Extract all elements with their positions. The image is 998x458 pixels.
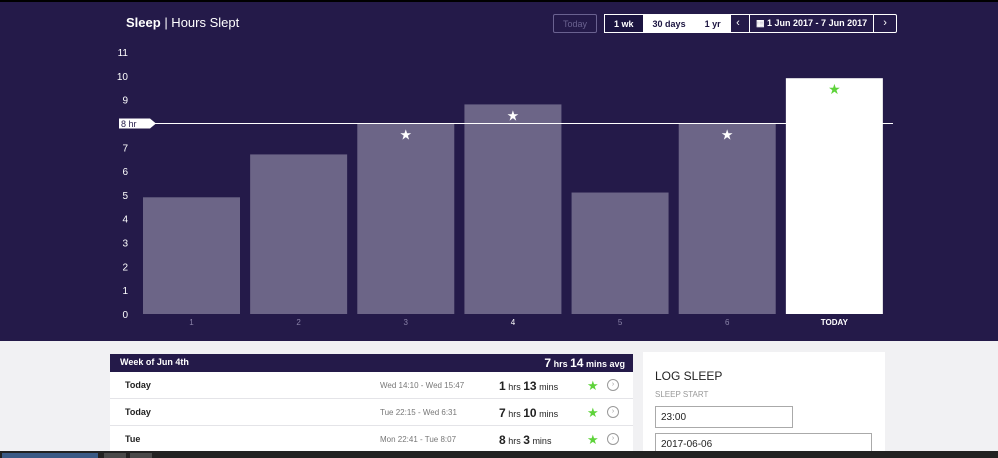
y-tick-label: 5 bbox=[122, 191, 128, 202]
bar[interactable] bbox=[785, 78, 883, 314]
range-1wk-button[interactable]: 1 wk bbox=[604, 14, 644, 33]
entry-time-range: Wed 14:10 - Wed 15:47 bbox=[380, 381, 465, 390]
y-tick-label: 3 bbox=[122, 239, 128, 250]
prev-week-button[interactable]: ‹ bbox=[736, 17, 740, 29]
page-title: Sleep | Hours Slept bbox=[126, 15, 240, 30]
entry-day: Today bbox=[125, 407, 151, 417]
y-tick-label: 9 bbox=[122, 96, 128, 107]
x-tick-label: 1 bbox=[189, 318, 194, 327]
entry-duration: 8 hrs 3 mins bbox=[499, 433, 552, 447]
sleep-entry-row[interactable]: Today Tue 22:15 - Wed 6:31 7 hrs 10 mins… bbox=[110, 399, 633, 426]
goal-star-icon: ★ bbox=[587, 378, 599, 393]
x-tick-label: 5 bbox=[618, 318, 623, 327]
goal-label: 8 hr bbox=[121, 119, 137, 129]
y-tick-label: 2 bbox=[122, 262, 128, 273]
log-sleep-panel: LOG SLEEP SLEEP START bbox=[643, 352, 885, 458]
week-summary-header: Week of Jun 4th 7 hrs 14 mins avg bbox=[110, 354, 633, 372]
y-tick-label: 0 bbox=[122, 310, 128, 321]
goal-star-icon: ★ bbox=[507, 108, 520, 124]
goal-star-icon: ★ bbox=[721, 127, 734, 143]
goal-label-tag bbox=[119, 118, 156, 129]
entry-time-range: Mon 22:41 - Tue 8:07 bbox=[380, 435, 457, 444]
bar[interactable] bbox=[143, 197, 240, 314]
range-selector: Today 1 wk 30 days 1 yr bbox=[553, 14, 731, 33]
chevron-right-icon[interactable]: › bbox=[607, 406, 619, 418]
sleep-entry-row[interactable]: Tue Mon 22:41 - Tue 8:07 8 hrs 3 mins ★ … bbox=[110, 426, 633, 453]
week-average: 7 hrs 14 mins avg bbox=[544, 356, 625, 370]
x-tick-label: TODAY bbox=[821, 318, 849, 327]
week-summary-panel: Week of Jun 4th 7 hrs 14 mins avg Today … bbox=[110, 354, 633, 458]
calendar-icon: ▦ bbox=[756, 18, 765, 28]
y-tick-label: 11 bbox=[118, 48, 129, 59]
chevron-right-icon[interactable]: › bbox=[607, 433, 619, 445]
week-title: Week of Jun 4th bbox=[120, 357, 189, 367]
y-tick-label: 10 bbox=[117, 72, 129, 83]
entry-day: Tue bbox=[125, 434, 141, 444]
goal-star-icon: ★ bbox=[828, 82, 841, 98]
entry-duration: 1 hrs 13 mins bbox=[499, 379, 559, 393]
taskbar bbox=[0, 451, 998, 458]
date-navigator: ‹ ▦ 1 Jun 2017 - 7 Jun 2017 › bbox=[726, 14, 898, 33]
bar[interactable] bbox=[678, 123, 776, 314]
y-tick-label: 7 bbox=[122, 143, 128, 154]
sleep-entry-row[interactable]: Today Wed 14:10 - Wed 15:47 1 hrs 13 min… bbox=[110, 372, 633, 399]
taskbar-item[interactable] bbox=[104, 453, 126, 458]
x-tick-label: 3 bbox=[404, 318, 409, 327]
entry-duration: 7 hrs 10 mins bbox=[499, 406, 559, 420]
x-tick-label: 6 bbox=[725, 318, 730, 327]
date-range-label[interactable]: ▦ 1 Jun 2017 - 7 Jun 2017 bbox=[749, 15, 875, 32]
next-week-button[interactable]: › bbox=[883, 17, 887, 29]
entry-time-range: Tue 22:15 - Wed 6:31 bbox=[380, 408, 457, 417]
x-tick-label: 2 bbox=[296, 318, 301, 327]
goal-star-icon: ★ bbox=[587, 432, 599, 447]
bar[interactable] bbox=[250, 154, 348, 314]
range-1yr-button[interactable]: 1 yr bbox=[694, 14, 731, 33]
sleep-start-label: SLEEP START bbox=[655, 390, 709, 399]
goal-star-icon: ★ bbox=[587, 405, 599, 420]
taskbar-item[interactable] bbox=[2, 453, 98, 458]
y-tick-label: 4 bbox=[122, 215, 128, 226]
bar[interactable] bbox=[464, 104, 562, 315]
bar[interactable] bbox=[571, 192, 669, 314]
x-tick-label: 4 bbox=[511, 318, 516, 327]
bar[interactable] bbox=[357, 123, 455, 314]
taskbar-item[interactable] bbox=[130, 453, 152, 458]
range-today-button[interactable]: Today bbox=[553, 14, 598, 33]
y-tick-label: 1 bbox=[122, 286, 128, 297]
goal-star-icon: ★ bbox=[400, 127, 413, 143]
log-sleep-title: LOG SLEEP bbox=[655, 369, 723, 383]
sleep-start-time-input[interactable] bbox=[655, 406, 793, 428]
y-tick-label: 6 bbox=[122, 167, 128, 178]
chevron-right-icon[interactable]: › bbox=[607, 379, 619, 391]
entry-day: Today bbox=[125, 380, 151, 390]
